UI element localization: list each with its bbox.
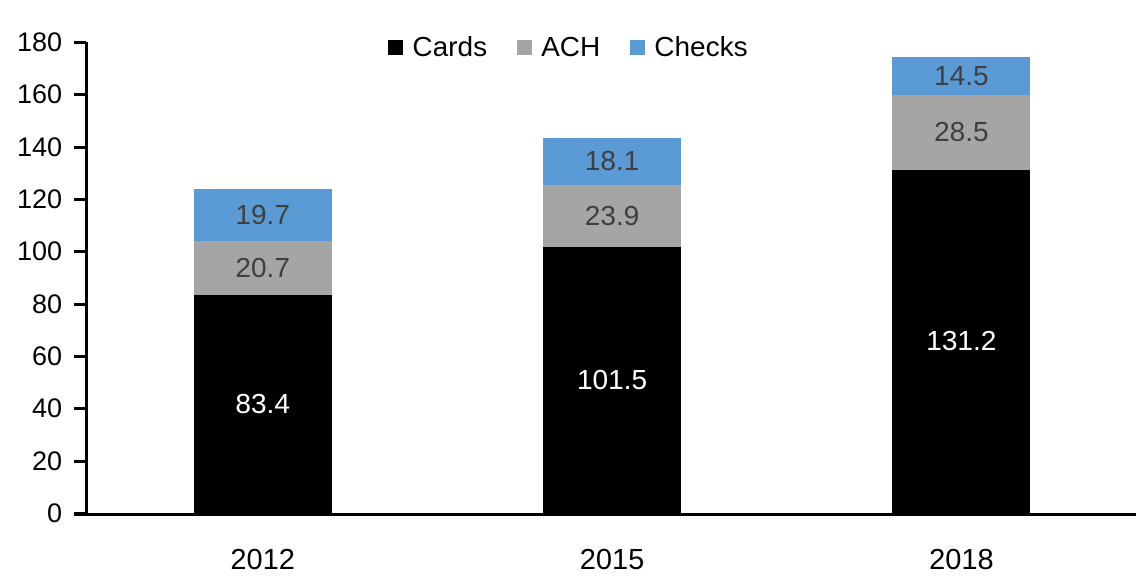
y-axis-tick-mark xyxy=(74,355,86,358)
legend-swatch-checks-icon xyxy=(630,39,646,55)
legend-label-ach: ACH xyxy=(541,31,601,62)
chart-legend: Cards ACH Checks xyxy=(0,31,1136,63)
legend-item-ach: ACH xyxy=(517,33,600,61)
legend-swatch-cards-icon xyxy=(388,39,404,55)
y-axis-tick-label: 140 xyxy=(16,131,62,162)
y-axis-tick-label: 60 xyxy=(31,341,62,371)
bar-segment-ach-2018: 28.5 xyxy=(892,95,1031,170)
y-axis-tick-label: 160 xyxy=(16,79,62,110)
bar-value-label: 28.5 xyxy=(934,116,989,148)
x-axis-category-label: 2015 xyxy=(579,544,645,576)
bar-segment-checks-2018: 14.5 xyxy=(892,57,1031,96)
bar-segment-checks-2012: 19.7 xyxy=(193,189,332,241)
bar-value-label: 20.7 xyxy=(235,251,290,283)
bar-value-label: 18.1 xyxy=(584,145,640,177)
y-axis-tick-label: 20 xyxy=(31,445,62,476)
y-axis-tick-mark xyxy=(74,250,86,254)
bar-segment-cards-2018: 131.2 xyxy=(892,169,1031,513)
y-axis-tick-label: 180 xyxy=(16,27,62,57)
bar-value-label: 101.5 xyxy=(576,364,648,396)
bar-value-label: 131.2 xyxy=(926,325,997,357)
y-axis-tick-mark xyxy=(74,198,86,201)
bar-segment-cards-2012: 83.4 xyxy=(193,294,332,513)
bar-value-label: 83.4 xyxy=(235,387,290,419)
legend-label-cards: Cards xyxy=(412,31,488,62)
y-axis-tick-mark xyxy=(74,459,86,463)
legend-label-checks: Checks xyxy=(654,31,748,62)
y-axis-tick-mark xyxy=(74,302,86,306)
bar-value-label: 14.5 xyxy=(934,60,989,92)
bar-segment-checks-2015: 18.1 xyxy=(543,137,681,185)
y-axis-tick-mark xyxy=(74,93,86,97)
legend-item-checks: Checks xyxy=(630,31,748,62)
y-axis-tick-label: 80 xyxy=(31,288,62,319)
y-axis-line xyxy=(85,42,88,516)
legend-swatch-ach-icon xyxy=(517,39,533,55)
y-axis-tick-mark xyxy=(74,407,86,411)
x-axis-line xyxy=(74,513,1136,516)
bar-value-label: 23.9 xyxy=(584,200,640,232)
y-axis-tick-mark xyxy=(74,41,86,44)
bar-segment-ach-2015: 23.9 xyxy=(543,184,681,248)
y-axis-tick-label: 0 xyxy=(46,498,62,528)
y-axis-tick-label: 40 xyxy=(31,393,62,424)
bar-segment-ach-2012: 20.7 xyxy=(193,240,332,295)
legend-item-cards: Cards xyxy=(388,33,487,61)
y-axis-tick-mark xyxy=(74,145,86,149)
bar-segment-cards-2015: 101.5 xyxy=(543,247,681,513)
y-axis-tick-label: 100 xyxy=(16,236,62,267)
bar-value-label: 19.7 xyxy=(235,198,290,230)
y-axis-tick-label: 120 xyxy=(16,184,62,214)
x-axis-category-label: 2018 xyxy=(929,544,994,576)
x-axis-category-label: 2012 xyxy=(230,544,295,576)
